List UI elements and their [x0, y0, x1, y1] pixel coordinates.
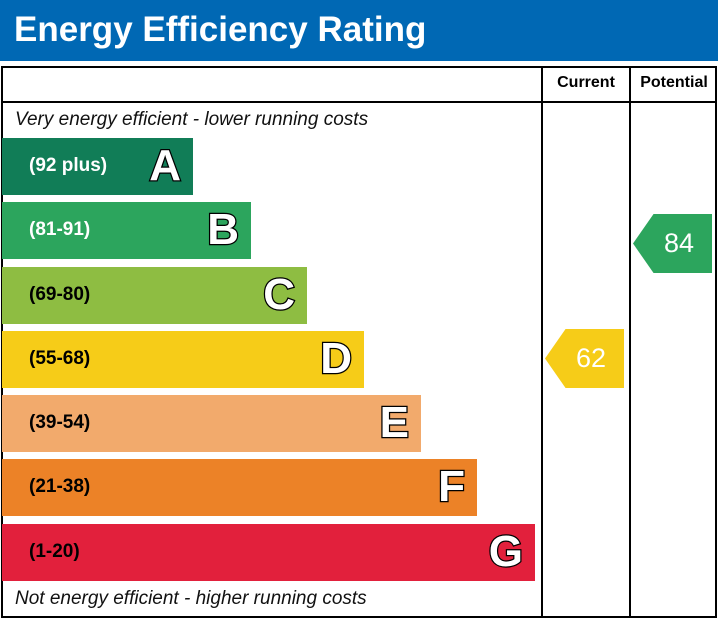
band-bar-g: (1-20) G: [2, 524, 535, 581]
band-letter: B: [206, 204, 240, 256]
divider: [629, 66, 631, 618]
band-letter: E: [378, 397, 410, 449]
band-range: (1-20): [29, 541, 80, 562]
band-letter: G: [488, 526, 525, 578]
band-bar-e: (39-54) E: [2, 395, 421, 452]
potential-column-header: Potential: [640, 74, 708, 91]
potential-rating-arrow: 84: [633, 214, 712, 273]
band-range: (81-91): [29, 219, 91, 240]
band-range: (92 plus): [29, 155, 108, 176]
band-bar-c: (69-80) C: [2, 267, 307, 324]
band-range: (55-68): [29, 348, 91, 369]
current-column-header: Current: [557, 74, 615, 91]
band-range: (21-38): [29, 476, 91, 497]
divider: [1, 101, 717, 103]
band-letter: C: [262, 269, 296, 321]
band-range: (69-80): [29, 284, 91, 305]
top-note: Very energy efficient - lower running co…: [15, 109, 369, 130]
band-letter: F: [437, 461, 466, 513]
band-letter: A: [148, 140, 182, 192]
band-letter: D: [319, 333, 353, 385]
band-bar-f: (21-38) F: [2, 459, 477, 516]
page-title: Energy Efficiency Rating: [0, 0, 718, 61]
band-range: (39-54): [29, 412, 91, 433]
bottom-note: Not energy efficient - higher running co…: [15, 588, 367, 609]
band-bar-b: (81-91) B: [2, 202, 251, 259]
band-bar-a: (92 plus) A: [2, 138, 193, 195]
divider: [541, 66, 543, 618]
band-bar-d: (55-68) D: [2, 331, 364, 388]
